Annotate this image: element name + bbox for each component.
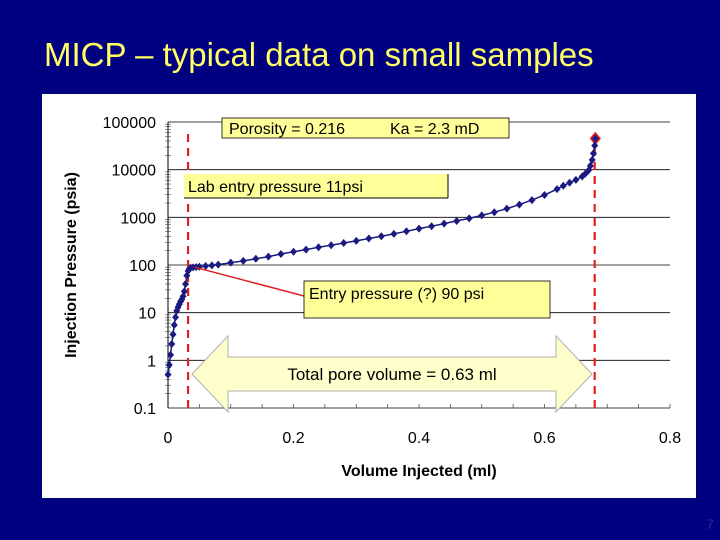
data-point: [453, 216, 461, 225]
data-point: [566, 178, 574, 187]
data-point: [490, 208, 498, 217]
y-tick-label: 1000: [120, 210, 156, 227]
axes: 0.1 1 10 100 1000 10000 100000 0 0.2 0.4 0.6 0.8: [103, 115, 682, 447]
axis-labels: Volume Injected (ml) Injection Pressure …: [63, 172, 497, 480]
data-point: [169, 330, 177, 339]
x-tick-label: 0.6: [533, 430, 555, 447]
data-point: [290, 247, 297, 256]
x-tick-label: 0.8: [659, 430, 681, 447]
data-point: [365, 234, 373, 243]
data-point: [178, 295, 186, 304]
double-arrow-icon: [191, 334, 593, 414]
data-point: [202, 262, 210, 271]
data-point: [214, 260, 222, 269]
slide-title: MICP – typical data on small samples: [44, 36, 594, 73]
entry-pressure-leader-line: [194, 266, 305, 297]
y-tick-label: 10: [138, 306, 156, 323]
pore-volume-arrow: Total pore volume = 0.63 ml: [191, 334, 593, 414]
slide-number: 7: [706, 516, 714, 532]
data-point: [165, 360, 173, 369]
data-point: [428, 222, 436, 231]
data-point: [182, 279, 190, 288]
data-point: [239, 256, 247, 265]
chart-panel: Total pore volume = 0.63 ml 0.1 1 10 100 100…: [42, 94, 696, 498]
data-point: [528, 196, 536, 205]
lab-entry-note-box: [184, 174, 448, 198]
data-point: [170, 321, 178, 330]
entry-pressure-note: Entry pressure (?) 90 psi: [309, 286, 484, 303]
y-tick-label: 0.1: [134, 401, 156, 418]
data-point: [340, 238, 348, 247]
data-series: [164, 134, 599, 379]
y-tick-label: 1: [147, 353, 156, 370]
data-point: [252, 254, 260, 263]
annotations: Porosity = 0.216 Ka = 2.3 mD Lab entry p…: [184, 117, 551, 319]
y-tick-label: 100000: [103, 115, 156, 132]
data-point: [559, 181, 567, 190]
data-point: [390, 229, 398, 238]
lab-entry-note: Lab entry pressure 11psi: [188, 179, 363, 196]
porosity-note-box: [221, 117, 510, 139]
data-point: [553, 185, 561, 194]
data-point: [402, 227, 410, 236]
data-point: [572, 175, 580, 184]
data-point: [541, 190, 548, 199]
data-point: [173, 306, 181, 315]
data-point: [415, 224, 423, 233]
data-point: [503, 204, 511, 213]
data-point: [315, 243, 323, 252]
x-tick-label: 0: [164, 430, 173, 447]
permeability-note: Ka = 2.3 mD: [390, 121, 479, 138]
series-line: [167, 138, 597, 375]
data-point: [277, 250, 285, 259]
data-point: [591, 134, 599, 143]
x-tick-label: 0.2: [282, 430, 304, 447]
y-axis-title: Injection Pressure (psia): [63, 172, 80, 358]
data-point: [180, 287, 188, 296]
data-point: [591, 141, 599, 150]
data-point: [167, 350, 175, 359]
porosity-note: Porosity = 0.216: [229, 121, 345, 138]
data-point: [327, 241, 335, 250]
total-pore-volume-label: Total pore volume = 0.63 ml: [287, 365, 496, 384]
x-tick-label: 0.4: [408, 430, 430, 447]
x-axis-title: Volume Injected (ml): [341, 463, 496, 480]
data-point: [164, 370, 172, 379]
data-point: [183, 271, 191, 280]
data-point: [208, 261, 216, 270]
data-point: [352, 236, 360, 245]
y-tick-label: 10000: [112, 163, 157, 180]
entry-pressure-note-box: [303, 280, 551, 319]
data-point: [302, 245, 310, 254]
data-point: [465, 214, 473, 223]
data-point: [172, 313, 180, 322]
data-point: [440, 219, 448, 228]
data-point: [478, 211, 486, 220]
data-point: [227, 258, 235, 267]
data-point: [264, 252, 272, 261]
data-point: [589, 149, 597, 158]
data-point: [586, 161, 594, 170]
micp-chart: Total pore volume = 0.63 ml 0.1 1 10 100 100…: [63, 115, 682, 480]
data-point: [174, 303, 182, 312]
data-point: [195, 262, 203, 271]
data-point: [588, 155, 596, 164]
data-point: [168, 340, 176, 349]
data-point: [377, 232, 385, 241]
data-point: [515, 200, 523, 209]
y-tick-label: 100: [129, 258, 156, 275]
